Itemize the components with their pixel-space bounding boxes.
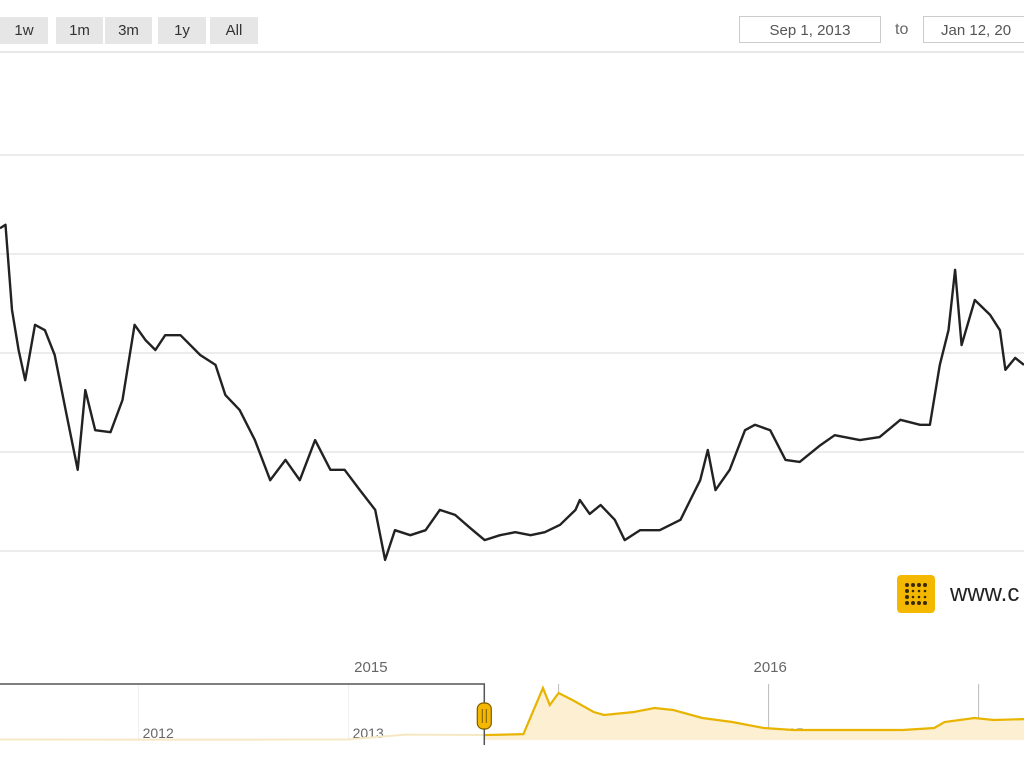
range-button-1y[interactable]: 1y — [158, 17, 206, 44]
price-line — [0, 223, 1024, 562]
watermark-logo-icon — [897, 575, 935, 613]
price-series — [0, 223, 1024, 562]
gridlines — [0, 154, 1024, 552]
to-label: to — [895, 21, 909, 38]
x-tick-label: 2015 — [354, 659, 387, 676]
range-button-all[interactable]: All — [210, 17, 258, 44]
navigator[interactable]: 20122013201420152016 — [0, 683, 1024, 745]
range-button-1w[interactable]: 1w — [0, 17, 48, 44]
range-button-1m[interactable]: 1m — [56, 17, 103, 44]
header-divider — [0, 51, 1024, 53]
navigator-tick-label: 2012 — [143, 725, 174, 741]
navigator-line — [484, 685, 1024, 737]
dot-grid-icon — [905, 583, 927, 605]
navigator-outline — [0, 683, 486, 745]
navigator-line-unselected — [0, 733, 485, 741]
x-tick-label: 2016 — [754, 659, 787, 676]
navigator-area — [484, 688, 1024, 740]
x-axis: 2015 2016 — [354, 659, 787, 676]
date-from-input[interactable]: Sep 1, 2013 — [739, 16, 881, 43]
date-to-input[interactable]: Jan 12, 20 — [923, 16, 1024, 43]
range-button-3m[interactable]: 3m — [105, 17, 152, 44]
watermark-text: www.c — [950, 580, 1020, 607]
navigator-handle[interactable] — [476, 702, 492, 730]
